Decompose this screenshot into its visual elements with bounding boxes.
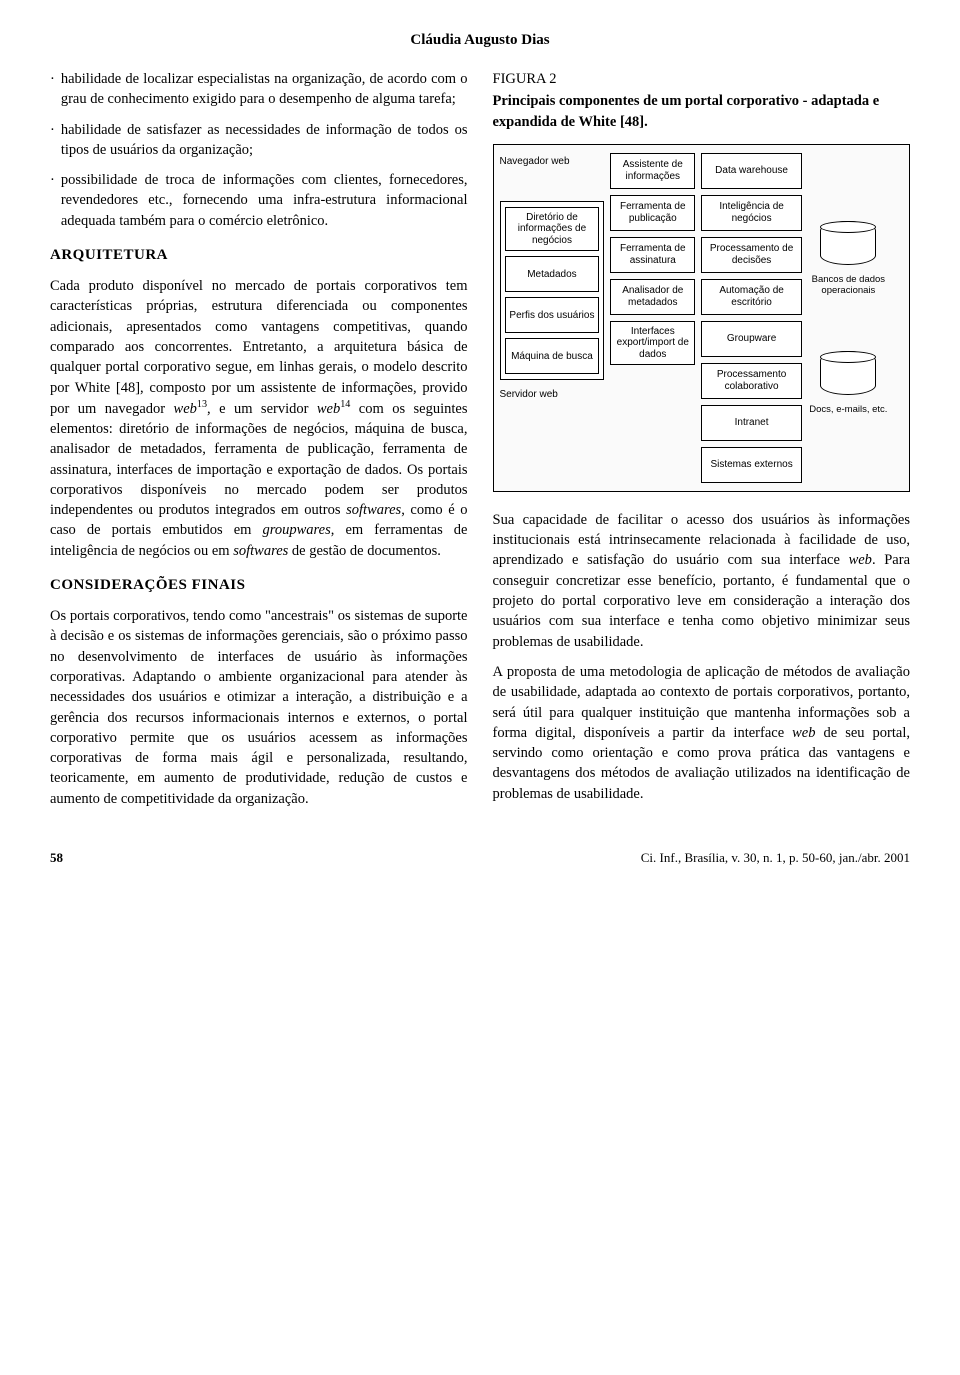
- box-assistente: Assistente de informações: [610, 153, 695, 189]
- box-interfaces: Interfaces export/import de dados: [610, 321, 695, 366]
- server-label: Servidor web: [500, 386, 605, 404]
- right-column: FIGURA 2 Principais componentes de um po…: [493, 69, 911, 819]
- diagram-col-3: Data warehouse Inteligência de negócios …: [701, 153, 802, 483]
- diagram-col-2: Assistente de informações Ferramenta de …: [610, 153, 695, 483]
- box-inteligencia: Inteligência de negócios: [701, 195, 802, 231]
- box-decisoes: Processamento de decisões: [701, 237, 802, 273]
- nav-label: Navegador web: [500, 153, 605, 171]
- bullet-3: · possibilidade de troca de informações …: [50, 170, 468, 231]
- bullet-dot: ·: [50, 170, 55, 231]
- bullet-1: · habilidade de localizar especialistas …: [50, 69, 468, 110]
- box-automacao: Automação de escritório: [701, 279, 802, 315]
- figure-caption: Principais componentes de um portal corp…: [493, 91, 911, 132]
- two-column-layout: · habilidade de localizar especialistas …: [50, 69, 910, 819]
- page-footer: 58 Ci. Inf., Brasília, v. 30, n. 1, p. 5…: [50, 849, 910, 867]
- bullet-2: · habilidade de satisfazer as necessidad…: [50, 120, 468, 161]
- figure-label: FIGURA 2: [493, 69, 911, 89]
- left-column: · habilidade de localizar especialistas …: [50, 69, 468, 819]
- heading-consideracoes: CONSIDERAÇÕES FINAIS: [50, 575, 468, 596]
- bullet-text: possibilidade de troca de informações co…: [61, 170, 468, 231]
- architecture-diagram: Navegador web Diretório de informações d…: [493, 144, 911, 492]
- box-busca: Máquina de busca: [505, 338, 600, 374]
- box-intranet: Intranet: [701, 405, 802, 441]
- page-number: 58: [50, 849, 63, 867]
- box-publicacao: Ferramenta de publicação: [610, 195, 695, 231]
- box-groupware: Groupware: [701, 321, 802, 357]
- box-datawarehouse: Data warehouse: [701, 153, 802, 189]
- server-group: Diretório de informações de negócios Met…: [500, 201, 605, 381]
- box-perfis: Perfis dos usuários: [505, 297, 600, 333]
- box-analisador: Analisador de metadados: [610, 279, 695, 315]
- box-diretorio: Diretório de informações de negócios: [505, 207, 600, 252]
- bullet-text: habilidade de satisfazer as necessidades…: [61, 120, 468, 161]
- author-name: Cláudia Augusto Dias: [50, 30, 910, 51]
- bullet-text: habilidade de localizar especialistas na…: [61, 69, 468, 110]
- diagram-col-4: Bancos de dados operacionais Docs, e-mai…: [808, 153, 889, 483]
- box-sistemas: Sistemas externos: [701, 447, 802, 483]
- box-colaborativo: Processamento colaborativo: [701, 363, 802, 399]
- cylinder-icon: [820, 351, 876, 395]
- paragraph-capacidade: Sua capacidade de facilitar o acesso dos…: [493, 510, 911, 652]
- box-assinatura: Ferramenta de assinatura: [610, 237, 695, 273]
- citation: Ci. Inf., Brasília, v. 30, n. 1, p. 50-6…: [641, 849, 910, 867]
- diagram-col-1: Navegador web Diretório de informações d…: [500, 153, 605, 483]
- heading-arquitetura: ARQUITETURA: [50, 245, 468, 266]
- paragraph-consideracoes: Os portais corporativos, tendo como "anc…: [50, 606, 468, 809]
- box-metadados: Metadados: [505, 256, 600, 292]
- cylinder-icon: [820, 221, 876, 265]
- cyl-label-bancos: Bancos de dados operacionais: [808, 275, 889, 297]
- cyl-label-docs: Docs, e-mails, etc.: [808, 405, 889, 416]
- paragraph-proposta: A proposta de uma metodologia de aplicaç…: [493, 662, 911, 804]
- paragraph-arquitetura: Cada produto disponível no mercado de po…: [50, 276, 468, 561]
- bullet-dot: ·: [50, 69, 55, 110]
- bullet-dot: ·: [50, 120, 55, 161]
